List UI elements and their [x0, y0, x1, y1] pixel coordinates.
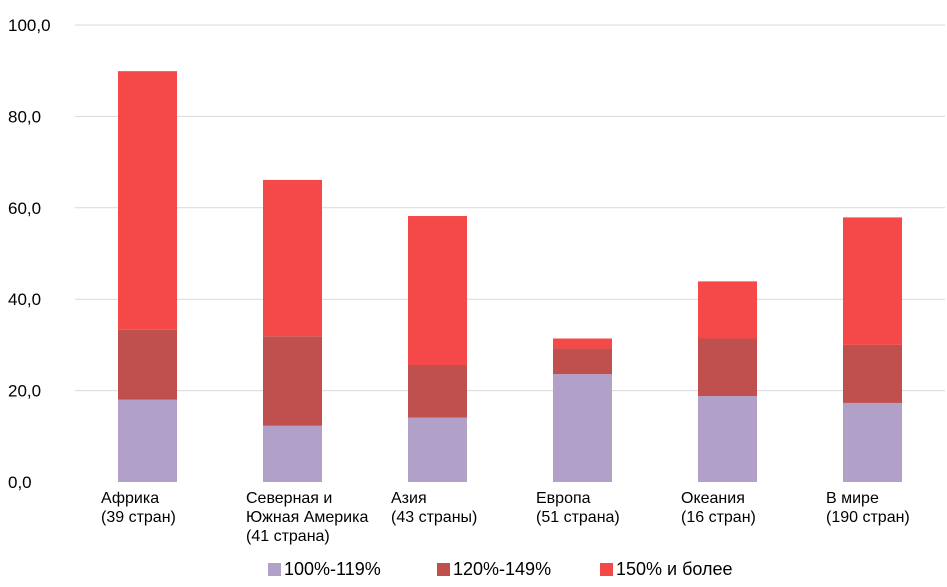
category-label-line: (41 страна)	[246, 528, 330, 545]
category-label: В мире (190 стран)	[826, 490, 910, 526]
legend-swatch	[437, 563, 450, 576]
y-tick-label: 60,0	[8, 199, 41, 218]
legend: 100%-119% 120%-149% 150% и более	[268, 559, 733, 579]
legend-label: 120%-149%	[453, 559, 551, 579]
y-tick-label: 0,0	[8, 473, 32, 492]
gridlines	[75, 24, 945, 392]
category-label-line: Европа	[536, 490, 591, 507]
y-tick-label: 100,0	[8, 16, 51, 35]
category-label-line: Северная и	[246, 490, 332, 507]
category-label-line: (51 страна)	[536, 509, 620, 526]
bar-segment	[263, 336, 322, 426]
category-label-line: (39 стран)	[101, 509, 176, 526]
y-tick-label: 40,0	[8, 290, 41, 309]
y-tick-label: 80,0	[8, 107, 41, 126]
bar-segment	[263, 425, 322, 482]
bar-segment	[553, 338, 612, 349]
bar-segment	[843, 217, 902, 345]
bar-segment	[118, 71, 177, 330]
category-labels: Африка (39 стран) Северная и Южная Америка (…	[101, 490, 910, 545]
category-label-line: Азия	[391, 490, 427, 507]
category-label: Европа (51 страна)	[536, 490, 620, 526]
bar-segment	[553, 348, 612, 375]
legend-swatch	[268, 563, 281, 576]
category-label-line: Океания	[681, 490, 745, 507]
category-label-line: Африка	[101, 490, 159, 507]
category-label: Азия (43 страны)	[391, 490, 477, 526]
bar-segment	[118, 399, 177, 482]
bar-segment	[408, 365, 467, 418]
category-label: Африка (39 стран)	[101, 490, 176, 526]
bar-segment	[408, 417, 467, 482]
bar-segment	[118, 329, 177, 400]
legend-swatch	[600, 563, 613, 576]
y-tick-label: 20,0	[8, 382, 41, 401]
category-label-line: В мире	[826, 490, 879, 507]
category-label: Северная и Южная Америка (41 страна)	[246, 490, 368, 545]
category-label-line: (16 стран)	[681, 509, 756, 526]
bar-segment	[698, 396, 757, 482]
bar-segment	[698, 281, 757, 339]
bars	[118, 71, 902, 482]
bar-segment	[698, 338, 757, 397]
legend-label: 100%-119%	[284, 559, 381, 579]
bar-segment	[843, 402, 902, 482]
bar-segment	[843, 344, 902, 403]
legend-label: 150% и более	[616, 559, 733, 579]
category-label-line: (43 страны)	[391, 509, 477, 526]
category-label: Океания (16 стран)	[681, 490, 756, 526]
category-label-line: (190 стран)	[826, 509, 910, 526]
bar-segment	[263, 179, 322, 337]
bar-segment	[553, 374, 612, 482]
category-label-line: Южная Америка	[246, 509, 368, 526]
y-axis-tick-labels: 0,0 20,0 40,0 60,0 80,0 100,0	[8, 16, 51, 492]
bar-segment	[408, 216, 467, 366]
